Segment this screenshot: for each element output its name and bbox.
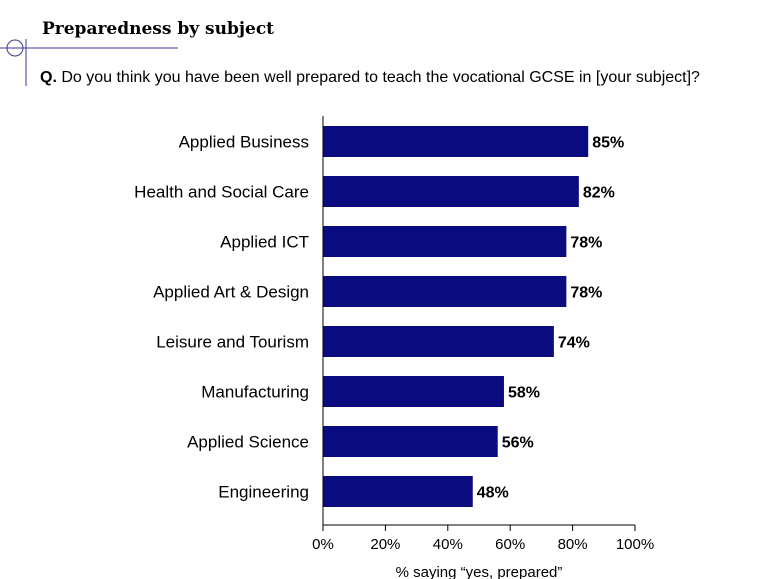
category-label-applied-science: Applied Science	[187, 433, 309, 452]
bar-health-and-social-care	[323, 176, 579, 207]
category-label-engineering: Engineering	[218, 483, 309, 502]
category-label-leisure-and-tourism: Leisure and Tourism	[156, 333, 309, 352]
value-label-applied-science: 56%	[502, 435, 534, 452]
value-label-applied-ict: 78%	[570, 235, 602, 252]
x-tick-label-100: 100%	[616, 536, 654, 553]
category-label-applied-business: Applied Business	[179, 133, 309, 152]
category-label-applied-ict: Applied ICT	[220, 233, 309, 252]
value-label-manufacturing: 58%	[508, 385, 540, 402]
bars-layer	[323, 126, 589, 507]
category-label-manufacturing: Manufacturing	[201, 383, 309, 402]
x-axis: 0% 20% 40% 60% 80% 100%	[312, 116, 654, 553]
chart-title: Preparedness by subject	[42, 19, 275, 39]
question-text: Do you think you have been well prepared…	[61, 69, 700, 86]
value-label-applied-art-design: 78%	[570, 285, 602, 302]
x-tick-label-20: 20%	[370, 536, 400, 553]
x-tick-label-0: 0%	[312, 536, 334, 553]
labels-layer: Applied Business 85% Health and Social Car…	[134, 133, 624, 502]
x-tick-label-80: 80%	[558, 536, 588, 553]
value-label-applied-business: 85%	[592, 135, 624, 152]
x-tick-label-60: 60%	[495, 536, 525, 553]
bar-leisure-and-tourism	[323, 326, 554, 357]
bar-applied-business	[323, 126, 589, 157]
question-prefix: Q.	[40, 69, 57, 86]
header-circle-icon	[6, 39, 24, 57]
x-tick-label-40: 40%	[433, 536, 463, 553]
bar-applied-science	[323, 426, 498, 457]
bar-engineering	[323, 476, 473, 507]
survey-question: Q. Do you think you have been well prepa…	[40, 69, 700, 87]
category-label-applied-art-design: Applied Art & Design	[153, 283, 309, 302]
x-axis-title: % saying “yes, prepared”	[396, 564, 563, 579]
bar-applied-ict	[323, 226, 567, 257]
bar-applied-art-design	[323, 276, 567, 307]
category-label-health-and-social-care: Health and Social Care	[134, 183, 309, 202]
value-label-engineering: 48%	[477, 485, 509, 502]
value-label-leisure-and-tourism: 74%	[558, 335, 590, 352]
value-label-health-and-social-care: 82%	[583, 185, 615, 202]
bar-manufacturing	[323, 376, 504, 407]
